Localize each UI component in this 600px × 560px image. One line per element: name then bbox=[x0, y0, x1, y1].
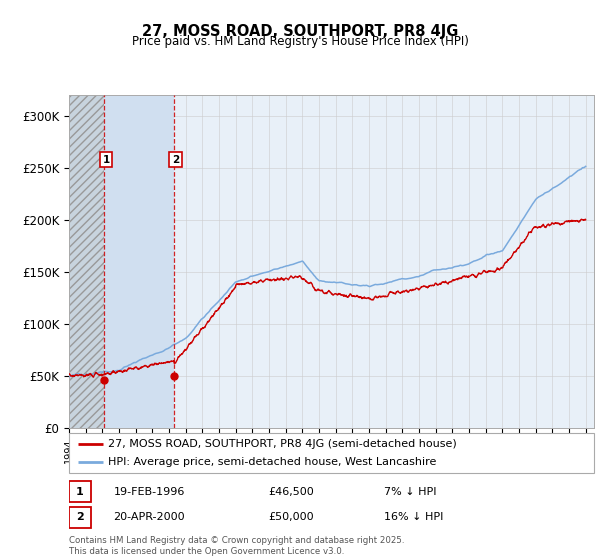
Text: 2: 2 bbox=[172, 155, 179, 165]
Text: Price paid vs. HM Land Registry's House Price Index (HPI): Price paid vs. HM Land Registry's House … bbox=[131, 35, 469, 48]
Text: 16% ↓ HPI: 16% ↓ HPI bbox=[384, 512, 443, 522]
Bar bbox=[69, 481, 91, 502]
Bar bbox=[69, 507, 91, 528]
Bar bbox=[69, 95, 104, 428]
Text: HPI: Average price, semi-detached house, West Lancashire: HPI: Average price, semi-detached house,… bbox=[109, 458, 437, 467]
Text: 20-APR-2000: 20-APR-2000 bbox=[113, 512, 185, 522]
Text: Contains HM Land Registry data © Crown copyright and database right 2025.
This d: Contains HM Land Registry data © Crown c… bbox=[69, 536, 404, 556]
Text: 1: 1 bbox=[103, 155, 110, 165]
Text: £50,000: £50,000 bbox=[269, 512, 314, 522]
Text: 27, MOSS ROAD, SOUTHPORT, PR8 4JG (semi-detached house): 27, MOSS ROAD, SOUTHPORT, PR8 4JG (semi-… bbox=[109, 439, 457, 449]
Text: 2: 2 bbox=[76, 512, 84, 522]
Text: £46,500: £46,500 bbox=[269, 487, 314, 497]
Text: 7% ↓ HPI: 7% ↓ HPI bbox=[384, 487, 437, 497]
Text: 27, MOSS ROAD, SOUTHPORT, PR8 4JG: 27, MOSS ROAD, SOUTHPORT, PR8 4JG bbox=[142, 24, 458, 39]
Bar bbox=[104, 95, 174, 428]
Text: 1: 1 bbox=[76, 487, 84, 497]
Text: 19-FEB-1996: 19-FEB-1996 bbox=[113, 487, 185, 497]
